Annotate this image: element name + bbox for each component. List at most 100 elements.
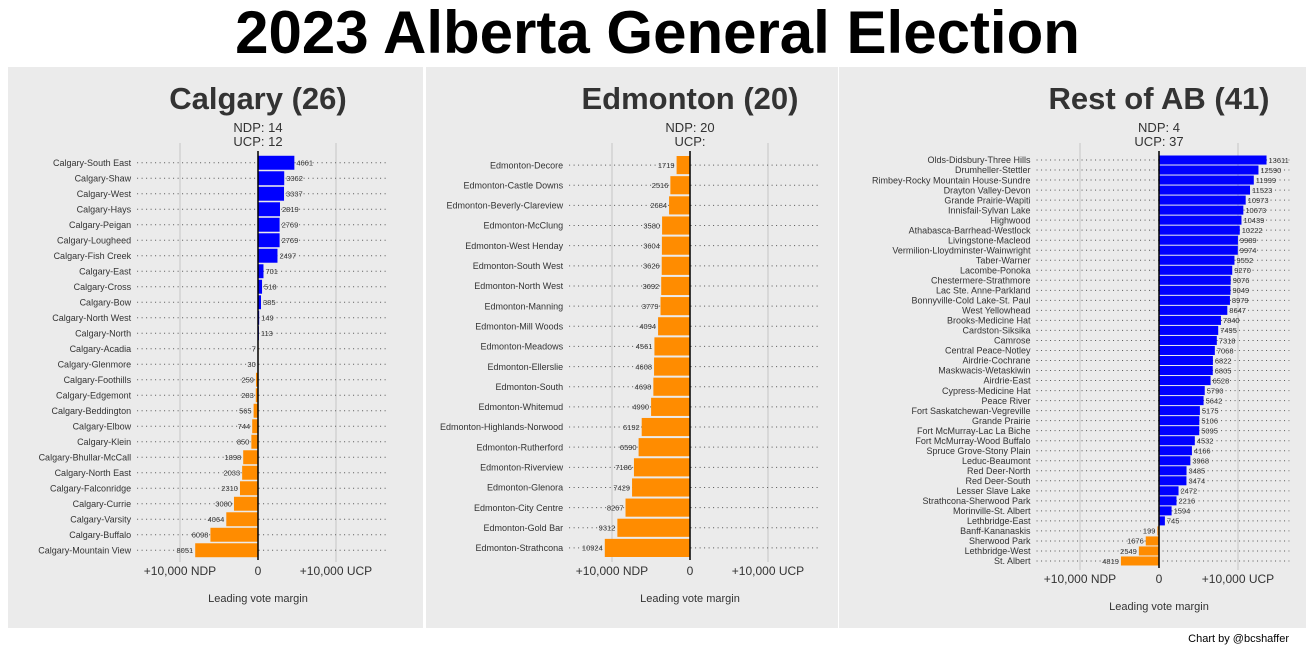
value-label: 6805: [1215, 366, 1232, 375]
bar: [633, 458, 690, 477]
value-label: 6590: [620, 443, 637, 452]
category-label: Olds-Didsbury-Three Hills: [928, 155, 1032, 165]
category-label: Calgary-East: [79, 266, 132, 276]
bar: [1159, 185, 1251, 195]
value-label: 2472: [1181, 487, 1198, 496]
x-axis-title: Leading vote margin: [208, 593, 308, 605]
value-label: 4532: [1197, 436, 1214, 445]
bar: [1159, 325, 1219, 335]
category-label: Edmonton-Glenora: [487, 483, 563, 493]
value-label: 10673: [1245, 206, 1266, 215]
category-label: Lac Ste. Anne-Parkland: [936, 286, 1031, 296]
category-label: Calgary-Edgemont: [56, 390, 132, 400]
value-label: 518: [264, 283, 277, 292]
category-label: Fort Saskatchewan-Vegreville: [911, 406, 1030, 416]
category-label: Calgary-Fish Creek: [54, 251, 132, 261]
category-label: Edmonton-Strathcona: [476, 543, 564, 553]
category-label: Edmonton-Meadows: [481, 342, 564, 352]
value-label: 701: [265, 267, 278, 276]
bar: [617, 518, 690, 537]
bar: [255, 372, 258, 387]
category-label: Edmonton-Decore: [490, 160, 563, 170]
bar: [654, 337, 690, 356]
value-label: 10973: [1248, 196, 1269, 205]
bar: [258, 248, 278, 263]
bar: [251, 434, 258, 449]
bar: [661, 256, 690, 275]
bar: [258, 155, 295, 170]
bar: [1159, 456, 1191, 466]
bar: [1159, 285, 1231, 295]
bar: [1159, 476, 1187, 486]
category-label: Edmonton-Highlands-Norwood: [440, 422, 563, 432]
bar: [1159, 305, 1228, 315]
category-label: Highwood: [991, 215, 1031, 225]
bar: [239, 481, 258, 496]
bar: [662, 216, 690, 235]
panel-3: Olds-Didsbury-Three HillsDrumheller-Stet…: [839, 67, 1306, 628]
panel-title: Rest of AB (41): [1048, 81, 1269, 116]
value-label: 2033: [223, 469, 240, 478]
value-label: 744: [238, 422, 251, 431]
category-label: Calgary-Shaw: [75, 173, 132, 183]
category-label: Calgary-North: [75, 328, 131, 338]
bar: [641, 417, 690, 437]
value-label: 8267: [607, 503, 624, 512]
bar: [1159, 486, 1179, 496]
bar: [660, 297, 690, 316]
value-label: 13611: [1269, 156, 1289, 165]
summary-ndp: NDP: 14: [233, 120, 282, 135]
x-axis-title: Leading vote margin: [640, 593, 740, 605]
category-label: Calgary-Acadia: [70, 344, 132, 354]
bar: [210, 527, 258, 542]
summary-ucp: UCP: 37: [1134, 134, 1183, 149]
category-label: Edmonton-City Centre: [474, 503, 563, 513]
value-label: 6098: [192, 531, 209, 540]
value-label: 4698: [635, 383, 652, 392]
value-label: 745: [1167, 517, 1180, 526]
bar: [258, 217, 280, 232]
summary-ucp: UCP: 12: [233, 134, 282, 149]
summary-ndp: NDP: 20: [665, 120, 714, 135]
bar: [1159, 255, 1235, 265]
bar: [226, 512, 258, 527]
value-label: 2216: [1179, 497, 1196, 506]
category-label: Camrose: [994, 336, 1031, 346]
main-title: 2023 Alberta General Election: [235, 0, 1080, 66]
value-label: 1719: [658, 161, 675, 170]
bar: [1159, 516, 1165, 526]
category-label: Calgary-Klein: [77, 437, 131, 447]
bar: [1159, 195, 1246, 205]
category-label: Red Deer-North: [967, 466, 1031, 476]
bar: [1159, 466, 1187, 476]
value-label: 5175: [1202, 406, 1219, 415]
value-label: 5095: [1201, 426, 1218, 435]
category-label: Lesser Slave Lake: [957, 486, 1031, 496]
category-label: Calgary-West: [77, 189, 132, 199]
category-label: Livingstone-Macleod: [948, 235, 1031, 245]
bar: [651, 397, 690, 416]
value-label: 113: [261, 329, 273, 338]
value-label: 7: [252, 345, 256, 354]
x-tick-label: +10,000 UCP: [1202, 572, 1274, 586]
category-label: Calgary-Currie: [73, 499, 132, 509]
bar: [661, 236, 690, 255]
panel-1: Calgary-South East Calgary-Shaw Calgary-We…: [8, 67, 423, 628]
bar: [1159, 386, 1205, 396]
category-label: Calgary-Falconridge: [50, 483, 131, 493]
category-label: Edmonton-South West: [473, 261, 564, 271]
value-label: 5106: [1201, 416, 1218, 425]
category-label: Edmonton-South: [496, 382, 564, 392]
category-label: Edmonton-Whitemud: [479, 402, 564, 412]
value-label: 2769: [282, 221, 299, 230]
category-label: Calgary-Bow: [80, 297, 132, 307]
bar: [1159, 315, 1221, 325]
value-label: 1594: [1174, 507, 1191, 516]
value-label: 3580: [643, 221, 660, 230]
category-label: Calgary-Elbow: [73, 421, 132, 431]
bar: [661, 276, 690, 296]
value-label: 7318: [1219, 336, 1236, 345]
x-tick-label: 0: [255, 564, 262, 578]
value-label: 283: [241, 391, 254, 400]
category-label: Athabasca-Barrhead-Westlock: [909, 225, 1031, 235]
